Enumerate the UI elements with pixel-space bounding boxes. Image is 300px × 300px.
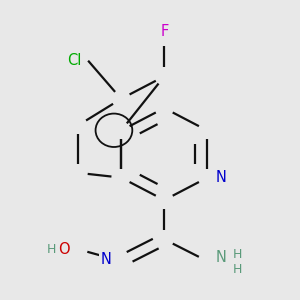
Text: O: O bbox=[58, 242, 69, 257]
Text: H: H bbox=[233, 248, 243, 261]
Text: N: N bbox=[216, 170, 227, 185]
Text: N: N bbox=[216, 250, 227, 265]
Text: H: H bbox=[233, 263, 243, 276]
Text: N: N bbox=[101, 252, 112, 267]
Text: Cl: Cl bbox=[67, 53, 81, 68]
Text: H: H bbox=[47, 243, 56, 256]
Text: F: F bbox=[160, 24, 168, 39]
